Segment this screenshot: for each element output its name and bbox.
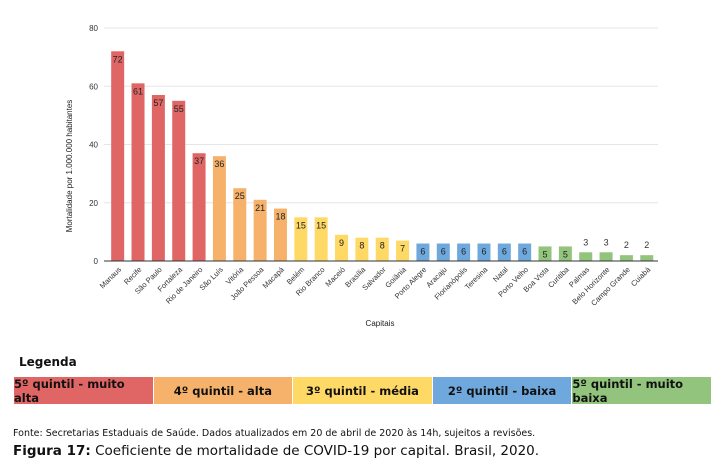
legend-item-quintil-3: 3º quintil - média	[293, 377, 433, 404]
data-label: 6	[481, 247, 486, 257]
y-tick-label: 40	[89, 141, 98, 150]
bar	[314, 217, 328, 261]
bar	[375, 237, 389, 261]
data-label: 25	[235, 191, 245, 201]
y-tick-label: 20	[89, 199, 98, 208]
y-axis-label: Mortalidade por 1.000.000 habitantes	[65, 100, 74, 233]
data-label: 5	[563, 249, 568, 259]
data-label: 2	[624, 240, 629, 250]
bar	[497, 243, 511, 261]
bar	[273, 208, 287, 261]
data-label: 57	[153, 98, 163, 108]
legend-label: 3º quintil - média	[306, 383, 419, 398]
y-tick-label: 60	[89, 82, 98, 91]
x-tick-label: Cuiabá	[629, 264, 653, 288]
source-note: Fonte: Secretarias Estaduais de Saúde. D…	[13, 428, 536, 439]
legend: 5º quintil - muito alta 4º quintil - alt…	[14, 376, 712, 405]
bar	[233, 188, 247, 261]
legend-label: 2º quintil - baixa	[447, 383, 557, 398]
data-label: 6	[420, 247, 425, 257]
bars	[111, 51, 654, 262]
bar	[518, 243, 532, 261]
legend-label: 5º quintil - muito baixa	[572, 376, 684, 405]
caption-text: Coeficiente de mortalidade de COVID-19 p…	[90, 443, 540, 459]
data-label: 21	[255, 203, 265, 213]
bar	[619, 255, 633, 261]
bar	[294, 217, 308, 261]
legend-item-quintil-4: 4º quintil - alta	[153, 377, 294, 404]
data-label: 7	[400, 244, 405, 254]
data-label: 8	[359, 241, 364, 251]
data-label: 8	[380, 241, 385, 251]
bar	[192, 153, 206, 261]
data-label: 6	[522, 247, 527, 257]
data-label: 6	[461, 247, 466, 257]
bar	[436, 243, 450, 261]
data-label: 15	[296, 220, 306, 230]
bar	[477, 243, 491, 261]
bar	[558, 246, 572, 261]
data-label: 37	[194, 156, 204, 166]
data-label: 6	[502, 247, 507, 257]
y-axis-ticks: 0 20 40 60 80	[89, 24, 98, 266]
x-tick-label: Manaus	[98, 265, 123, 290]
legend-label: 5º quintil - muito alta	[14, 376, 125, 405]
x-tick-label: Teresina	[463, 264, 490, 291]
data-label: 36	[214, 159, 224, 169]
data-label: 5	[543, 249, 548, 259]
bar	[111, 51, 125, 261]
x-tick-label: Macapá	[261, 264, 287, 290]
bar	[253, 199, 267, 261]
bar	[538, 246, 552, 261]
bar	[335, 234, 349, 261]
bar	[416, 243, 430, 261]
legend-item-quintil-5: 5º quintil - muito alta	[14, 376, 154, 405]
bar	[396, 240, 410, 261]
data-label: 2	[644, 240, 649, 250]
bar	[457, 243, 471, 261]
figure-caption: Figura 17: Coeficiente de mortalidade de…	[13, 443, 539, 459]
legend-item-quintil-2: 2º quintil - baixa	[432, 377, 573, 404]
legend-title: Legenda	[19, 355, 77, 369]
y-tick-label: 0	[94, 257, 99, 266]
data-label: 3	[604, 237, 609, 247]
data-label: 18	[275, 212, 285, 222]
bar	[355, 237, 369, 261]
data-label: 55	[174, 104, 184, 114]
x-tick-label: Curitiba	[546, 264, 571, 289]
bar	[212, 156, 226, 261]
caption-label: Figura 17:	[13, 443, 91, 459]
bar	[579, 252, 593, 261]
data-label: 9	[339, 238, 344, 248]
bar	[151, 94, 165, 261]
bar	[599, 252, 613, 261]
gridlines	[104, 27, 658, 204]
bar	[172, 100, 186, 261]
legend-item-quintil-1: 5º quintil - muito baixa	[572, 376, 712, 405]
data-label: 3	[583, 237, 588, 247]
data-label: 72	[113, 54, 123, 64]
bar	[640, 255, 654, 261]
data-label: 6	[441, 247, 446, 257]
bar	[131, 83, 145, 262]
x-tick-label: Maceió	[323, 265, 346, 288]
x-axis-label: Capitais	[366, 319, 395, 328]
data-label: 61	[133, 86, 143, 96]
y-tick-label: 80	[89, 24, 98, 33]
data-label: 15	[316, 220, 326, 230]
legend-label: 4º quintil - alta	[173, 383, 272, 398]
